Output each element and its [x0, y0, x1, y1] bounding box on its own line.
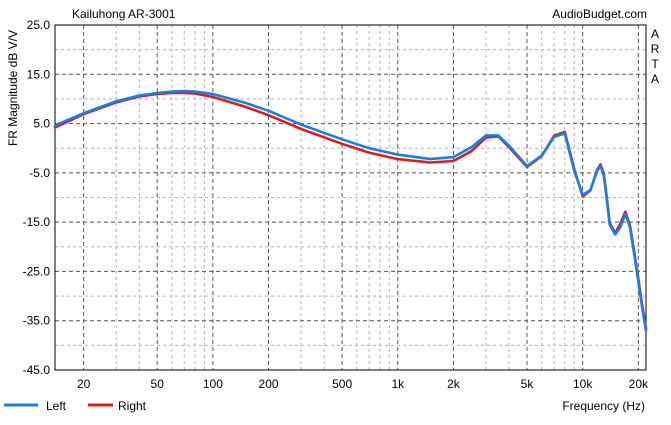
side-letter-3: T — [651, 57, 659, 71]
x-tick-label: 500 — [332, 377, 352, 391]
x-tick-label: 200 — [259, 377, 279, 391]
legend: Left Right — [4, 399, 147, 413]
y-tick-label: -15.0 — [23, 215, 51, 229]
x-tick-label: 20k — [629, 377, 649, 391]
site-label: AudioBudget.com — [552, 7, 647, 21]
x-tick-label: 20 — [77, 377, 91, 391]
x-tick-label: 2k — [447, 377, 461, 391]
y-tick-label: -45.0 — [23, 363, 51, 377]
side-letter-2: R — [651, 42, 660, 56]
x-tick-label: 5k — [521, 377, 535, 391]
series-layer — [53, 89, 648, 332]
x-tick-label: 100 — [203, 377, 223, 391]
grid-layer — [55, 24, 646, 371]
axes-layer: 20 50 100 200 500 1k 2k 5k 10k 20k 25.0 15.0 5.0 -5.0… — [23, 18, 649, 391]
y-tick-label: -25.0 — [23, 264, 51, 278]
x-tick-label: 50 — [151, 377, 165, 391]
x-axis-label: Frequency (Hz) — [562, 399, 645, 413]
series-line-left — [53, 89, 648, 332]
chart-title: Kailuhong AR-3001 — [72, 7, 176, 21]
legend-label-left: Left — [46, 399, 67, 413]
plot-frame — [54, 24, 647, 371]
y-axis-label: FR Magnitude dB V/V — [6, 30, 20, 146]
series-line-right — [53, 91, 648, 330]
x-tick-label: 10k — [573, 377, 593, 391]
side-letter-1: A — [651, 27, 659, 41]
legend-label-right: Right — [118, 399, 147, 413]
y-tick-label: -5.0 — [29, 166, 50, 180]
side-letter-4: A — [651, 72, 659, 86]
y-tick-label: 5.0 — [33, 117, 50, 131]
y-tick-label: -35.0 — [23, 314, 51, 328]
y-tick-label: 25.0 — [27, 18, 51, 32]
y-tick-label: 15.0 — [27, 67, 51, 81]
x-tick-label: 1k — [391, 377, 405, 391]
